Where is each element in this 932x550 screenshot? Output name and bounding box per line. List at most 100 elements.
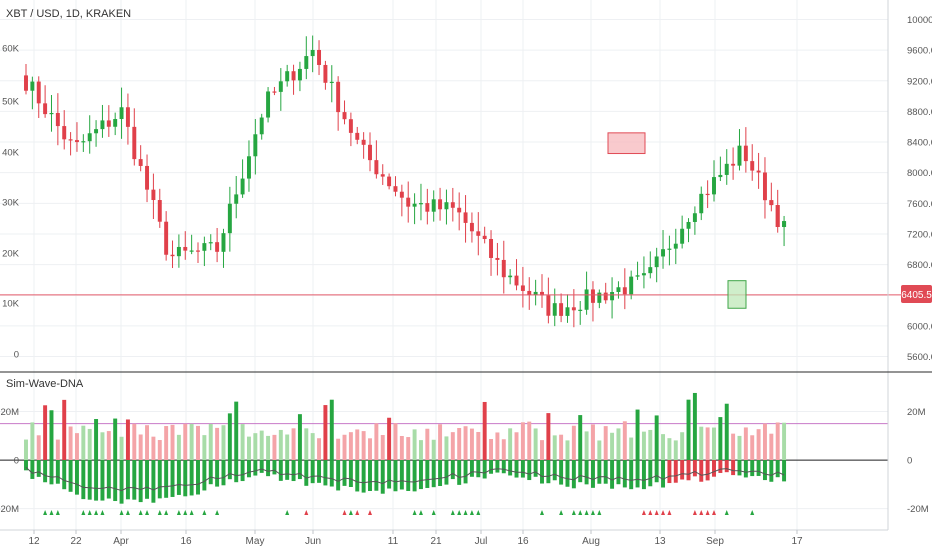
- candle-body[interactable]: [278, 81, 283, 92]
- candle-body[interactable]: [514, 275, 519, 286]
- candle-body[interactable]: [285, 71, 290, 82]
- candle-body[interactable]: [654, 256, 659, 268]
- indicator-bar[interactable]: [520, 422, 525, 461]
- indicator-bar[interactable]: [495, 432, 500, 461]
- indicator-bar[interactable]: [348, 432, 353, 461]
- indicator-bar[interactable]: [431, 439, 436, 461]
- indicator-bar[interactable]: [724, 403, 729, 461]
- candle-body[interactable]: [189, 250, 194, 252]
- candle-body[interactable]: [170, 254, 175, 257]
- candle-body[interactable]: [692, 213, 697, 222]
- indicator-bar[interactable]: [425, 428, 430, 461]
- indicator-bar[interactable]: [304, 428, 309, 461]
- indicator-bar[interactable]: [138, 434, 143, 461]
- indicator-bar[interactable]: [234, 401, 239, 461]
- indicator-bar[interactable]: [673, 440, 678, 461]
- indicator-bar[interactable]: [336, 438, 341, 461]
- indicator-bar[interactable]: [329, 399, 334, 461]
- candle-body[interactable]: [648, 267, 653, 274]
- indicator-bar[interactable]: [546, 413, 551, 461]
- indicator-bar[interactable]: [635, 409, 640, 461]
- indicator-bar[interactable]: [291, 428, 296, 461]
- indicator-bar[interactable]: [317, 438, 322, 461]
- candle-body[interactable]: [769, 200, 774, 206]
- candle-body[interactable]: [164, 221, 169, 255]
- indicator-bar[interactable]: [36, 435, 41, 461]
- indicator-bar[interactable]: [552, 435, 557, 461]
- indicator-bar[interactable]: [578, 415, 583, 461]
- indicator-bar[interactable]: [68, 426, 73, 461]
- candle-body[interactable]: [756, 170, 761, 173]
- indicator-bar[interactable]: [285, 434, 290, 461]
- indicator-bar[interactable]: [355, 429, 360, 461]
- candle-body[interactable]: [81, 141, 86, 143]
- candle-body[interactable]: [151, 189, 156, 201]
- indicator-bar[interactable]: [87, 428, 92, 461]
- candle-body[interactable]: [113, 119, 118, 127]
- candle-body[interactable]: [782, 221, 787, 228]
- indicator-bar[interactable]: [253, 433, 258, 461]
- indicator-bar[interactable]: [43, 405, 48, 461]
- indicator-bar[interactable]: [501, 439, 506, 461]
- indicator-bar[interactable]: [667, 438, 672, 461]
- indicator-bar[interactable]: [775, 422, 780, 461]
- candle-body[interactable]: [361, 139, 366, 145]
- indicator-bar[interactable]: [482, 401, 487, 461]
- indicator-bar[interactable]: [202, 435, 207, 461]
- indicator-bar[interactable]: [266, 435, 271, 461]
- candle-body[interactable]: [240, 178, 245, 195]
- indicator-bar[interactable]: [590, 424, 595, 461]
- candle-body[interactable]: [138, 159, 143, 166]
- indicator-bar[interactable]: [686, 399, 691, 461]
- candle-body[interactable]: [310, 49, 315, 57]
- indicator-bar[interactable]: [113, 418, 118, 461]
- candle-body[interactable]: [750, 161, 755, 171]
- indicator-bar[interactable]: [55, 439, 60, 461]
- candle-body[interactable]: [297, 68, 302, 81]
- indicator-bar[interactable]: [712, 427, 716, 461]
- candle-body[interactable]: [661, 249, 666, 257]
- indicator-bar[interactable]: [731, 433, 736, 461]
- indicator-bar[interactable]: [692, 392, 697, 461]
- indicator-bar[interactable]: [170, 424, 175, 461]
- candle-body[interactable]: [508, 275, 513, 278]
- highlight-box-current[interactable]: [727, 280, 747, 309]
- indicator-bar[interactable]: [361, 431, 366, 461]
- candle-body[interactable]: [463, 212, 468, 223]
- candle-body[interactable]: [731, 163, 736, 166]
- indicator-bar[interactable]: [565, 440, 570, 461]
- indicator-bar[interactable]: [81, 425, 86, 461]
- candle-body[interactable]: [762, 172, 767, 201]
- candle-body[interactable]: [406, 197, 411, 207]
- indicator-bar[interactable]: [450, 432, 455, 461]
- candle-body[interactable]: [718, 174, 723, 178]
- indicator-bar[interactable]: [508, 428, 513, 461]
- candle-body[interactable]: [469, 222, 474, 232]
- indicator-bar[interactable]: [463, 426, 468, 461]
- candle-body[interactable]: [699, 193, 704, 214]
- indicator-bar[interactable]: [74, 433, 79, 461]
- indicator-bar[interactable]: [94, 419, 99, 461]
- candle-body[interactable]: [221, 233, 226, 252]
- candle-body[interactable]: [304, 56, 309, 69]
- indicator-bar[interactable]: [246, 436, 251, 461]
- candle-body[interactable]: [348, 119, 353, 133]
- candle-body[interactable]: [323, 64, 328, 83]
- indicator-bar[interactable]: [444, 436, 449, 461]
- candle-body[interactable]: [546, 295, 551, 316]
- candle-body[interactable]: [597, 292, 602, 303]
- indicator-bar[interactable]: [571, 425, 576, 461]
- candle-body[interactable]: [775, 205, 780, 228]
- candle-body[interactable]: [202, 243, 207, 251]
- candle-body[interactable]: [36, 81, 41, 104]
- indicator-bar[interactable]: [164, 426, 169, 461]
- highlight-box-top[interactable]: [607, 132, 646, 155]
- indicator-bar[interactable]: [762, 423, 767, 461]
- candle-body[interactable]: [234, 194, 239, 204]
- candle-body[interactable]: [368, 144, 372, 161]
- candle-body[interactable]: [380, 174, 385, 177]
- candle-body[interactable]: [132, 126, 137, 160]
- indicator-bar[interactable]: [151, 436, 156, 461]
- candle-body[interactable]: [94, 129, 99, 134]
- candle-body[interactable]: [119, 107, 124, 120]
